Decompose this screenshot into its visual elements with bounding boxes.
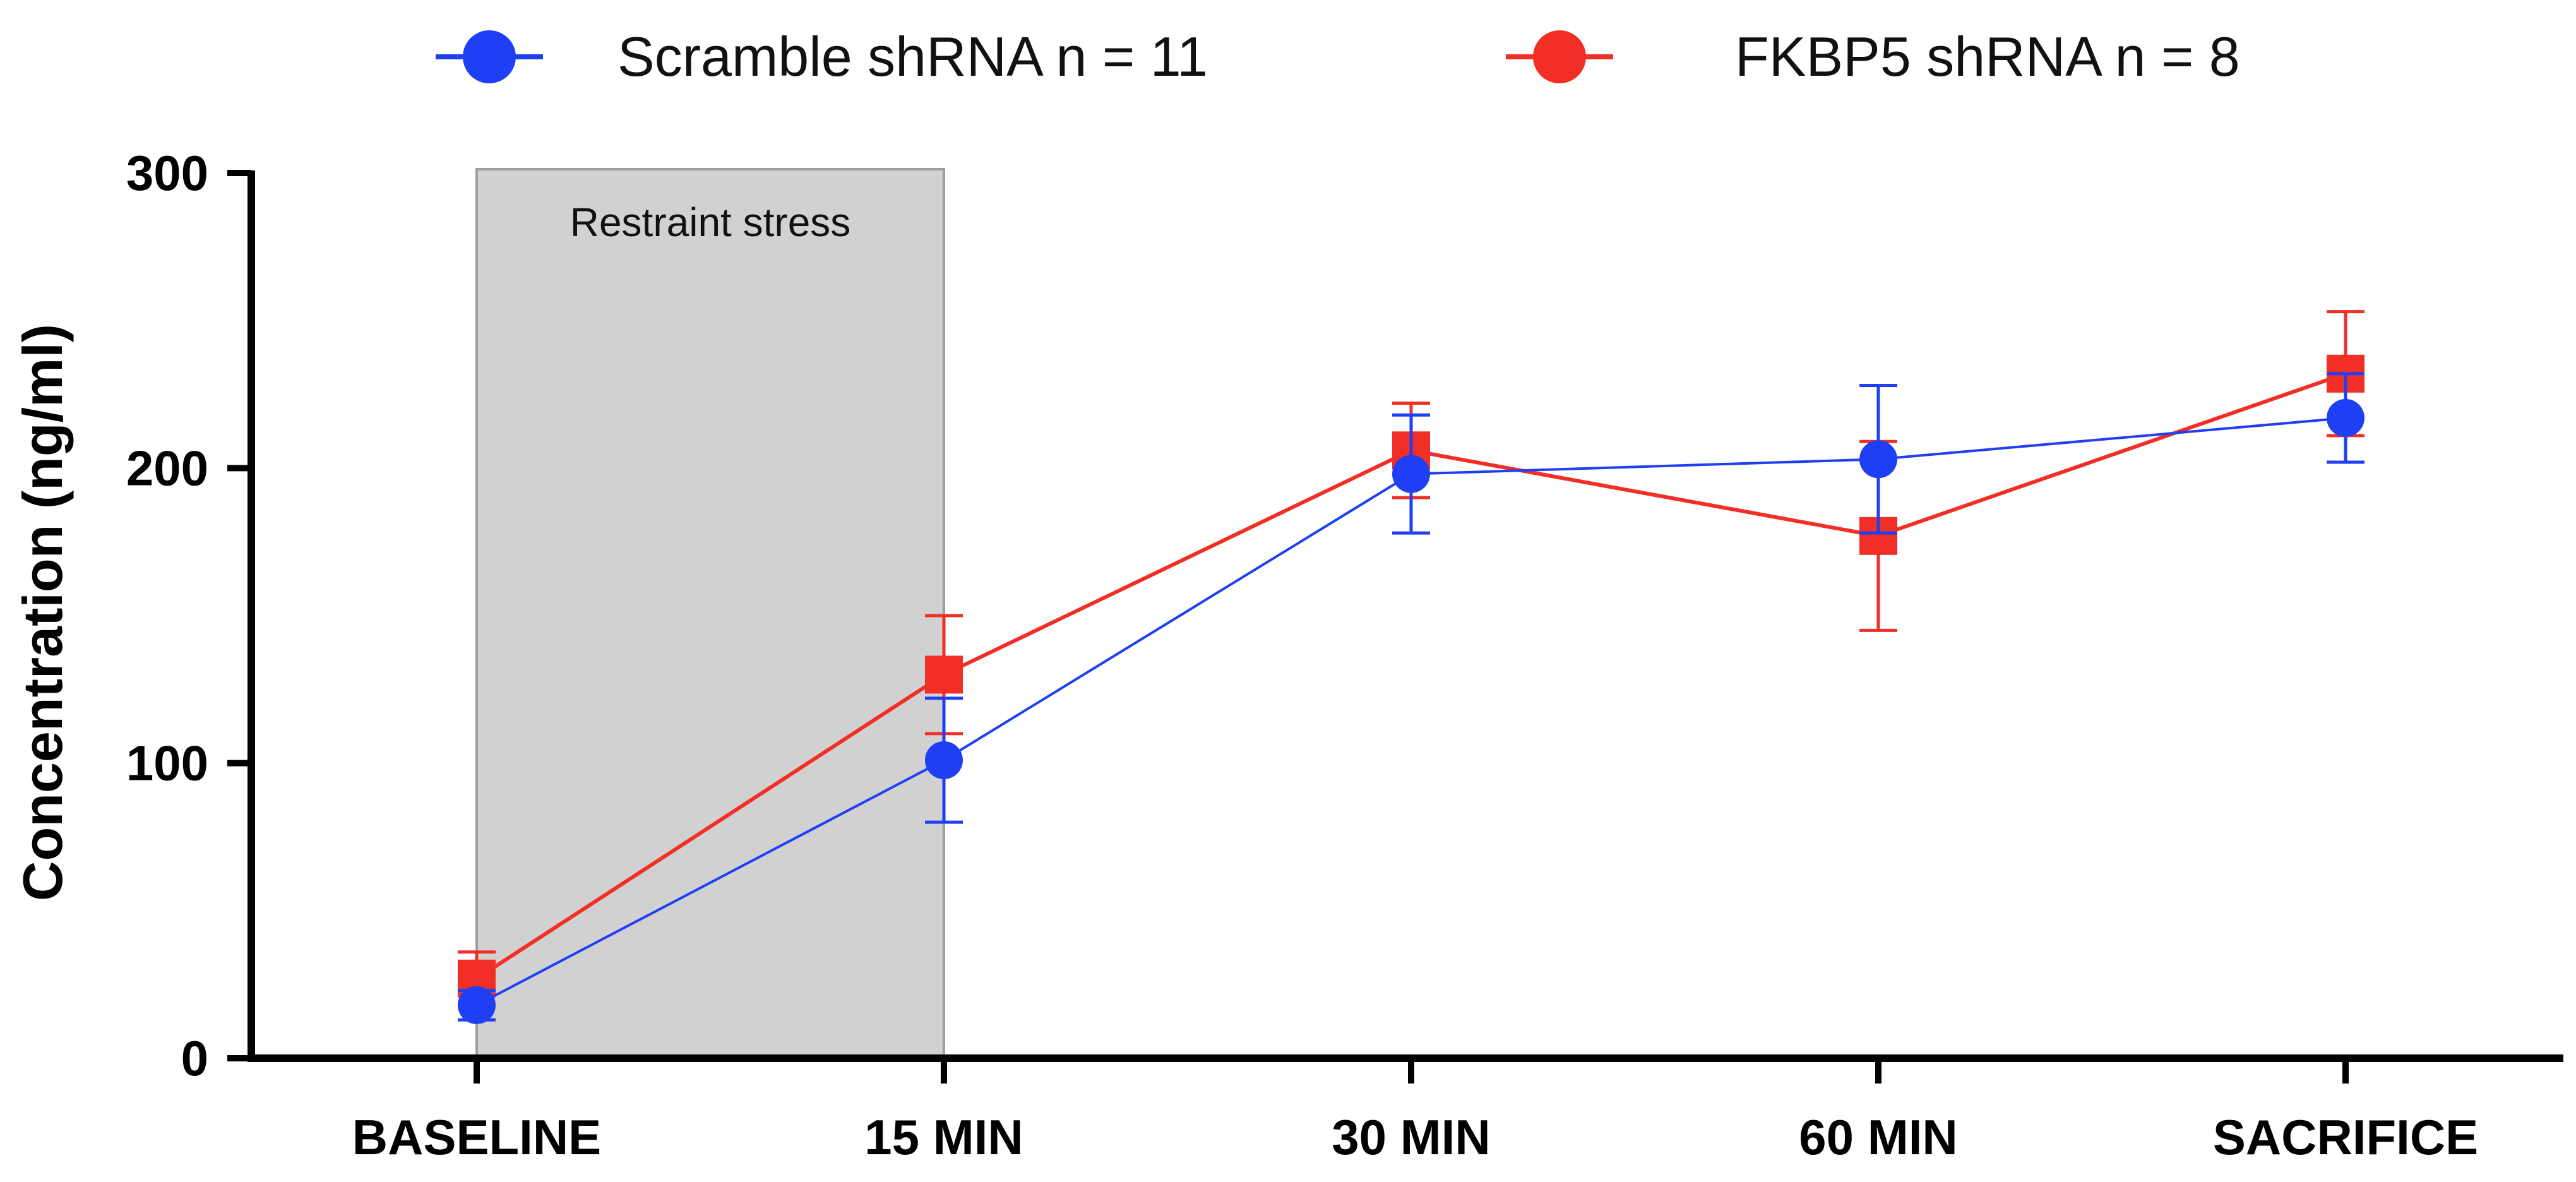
data-point-15-min — [925, 741, 963, 779]
y-tick-label-300: 300 — [126, 145, 208, 201]
y-tick-label-100: 100 — [126, 736, 208, 791]
restraint-stress-label: Restraint stress — [570, 200, 851, 245]
data-point-15-min — [925, 655, 963, 694]
x-tick-label-30-min: 30 MIN — [1332, 1109, 1490, 1165]
series-scramble-shrna-n-11 — [458, 372, 2364, 1024]
legend-label-scramble: Scramble shRNA n = 11 — [617, 25, 1208, 88]
data-point-60-min — [1859, 440, 1897, 479]
legend-marker-scramble — [463, 30, 516, 83]
legend-label-fkbp5: FKBP5 shRNA n = 8 — [1735, 25, 2240, 88]
x-tick-label-15-min: 15 MIN — [864, 1109, 1023, 1165]
y-axis-label: Concentration (ng/ml) — [11, 324, 74, 901]
restraint-stress-region — [475, 168, 945, 1060]
y-tick-label-0: 0 — [181, 1030, 208, 1086]
x-tick-label-60-min: 60 MIN — [1799, 1109, 1957, 1165]
data-point-30-min — [1392, 455, 1430, 493]
y-tick-label-200: 200 — [126, 440, 208, 496]
data-point-sacrifice — [2327, 398, 2364, 437]
x-tick-label-sacrifice: SACRIFICE — [2213, 1109, 2478, 1165]
x-tick-label-baseline: BASELINE — [352, 1109, 601, 1165]
data-point-baseline — [458, 986, 496, 1024]
legend: Scramble shRNA n = 11 FKBP5 shRNA n = 8 — [436, 25, 2240, 88]
legend-marker-fkbp5 — [1533, 30, 1586, 83]
